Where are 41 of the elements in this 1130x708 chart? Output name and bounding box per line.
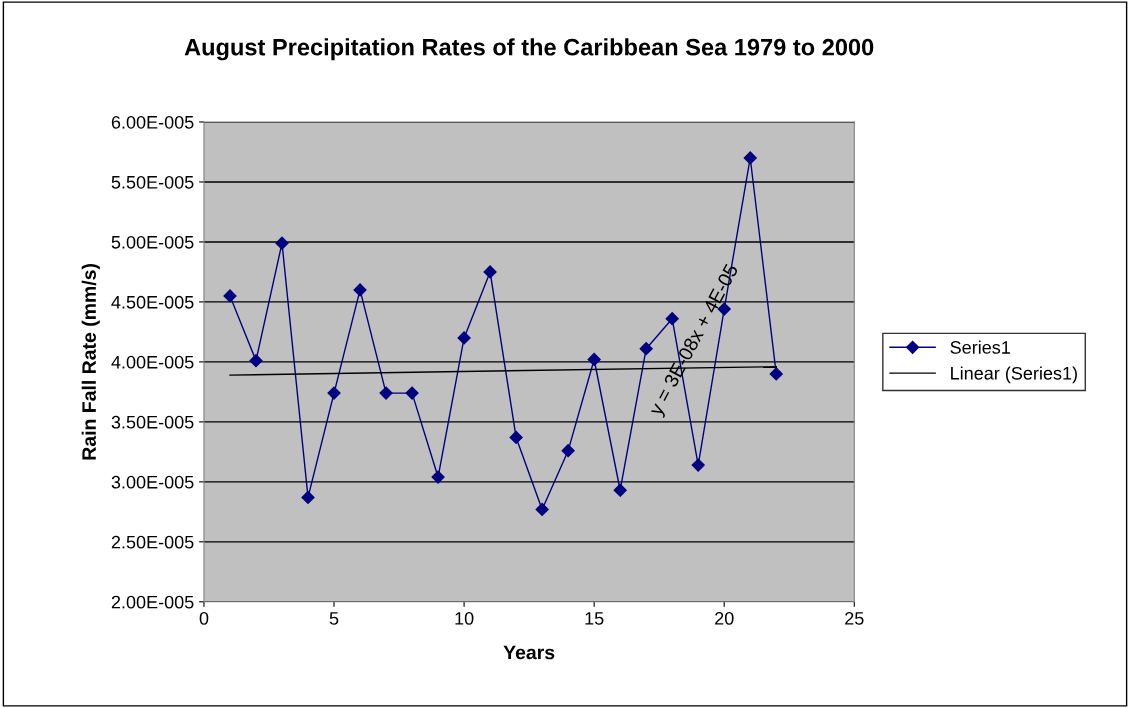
y-tick-label: 3.50E-005: [111, 415, 194, 429]
x-axis-title: Years: [503, 645, 555, 660]
point: [379, 386, 393, 400]
y-tick-label: 2.50E-005: [111, 535, 194, 549]
point: [275, 236, 289, 250]
point: [353, 283, 367, 297]
point: [301, 490, 315, 505]
x-tick-label: 0: [199, 612, 209, 625]
point: [327, 386, 341, 400]
x-tick-label: 25: [845, 612, 864, 625]
x-tick-label: 15: [585, 612, 604, 625]
point: [535, 502, 549, 517]
point: [561, 444, 575, 458]
point: [691, 458, 705, 472]
legend-label: Series1: [950, 340, 1010, 354]
legend-label: Linear (Series1): [951, 366, 1077, 384]
point: [483, 265, 497, 279]
chart-title: August Precipitation Rates of the Caribbean Sea 1979 to 2000: [184, 38, 874, 61]
point: [457, 331, 471, 345]
point: [405, 386, 419, 400]
x-tick-label: 10: [455, 612, 474, 625]
point: [431, 470, 445, 484]
point: [249, 354, 263, 368]
point: [743, 151, 757, 165]
point: [665, 312, 679, 326]
point: [223, 289, 237, 303]
point: [509, 430, 523, 445]
y-tick-label: 4.00E-005: [111, 355, 194, 369]
y-tick-label: 3.00E-005: [111, 475, 194, 489]
y-tick-label: 2.00E-005: [111, 595, 194, 609]
y-tick-label: 6.00E-005: [111, 115, 194, 129]
point: [769, 367, 783, 381]
y-tick-label: 4.50E-005: [111, 295, 194, 309]
x-tick-label: 20: [715, 612, 734, 625]
point: [613, 483, 627, 497]
y-tick-label: 5.00E-005: [111, 235, 194, 249]
point: [587, 352, 601, 367]
point: [639, 342, 653, 356]
y-tick-label: 5.50E-005: [111, 175, 194, 189]
x-tick-label: 5: [329, 612, 339, 625]
y-axis-title: Rain Fall Rate (mm/s): [81, 263, 100, 460]
